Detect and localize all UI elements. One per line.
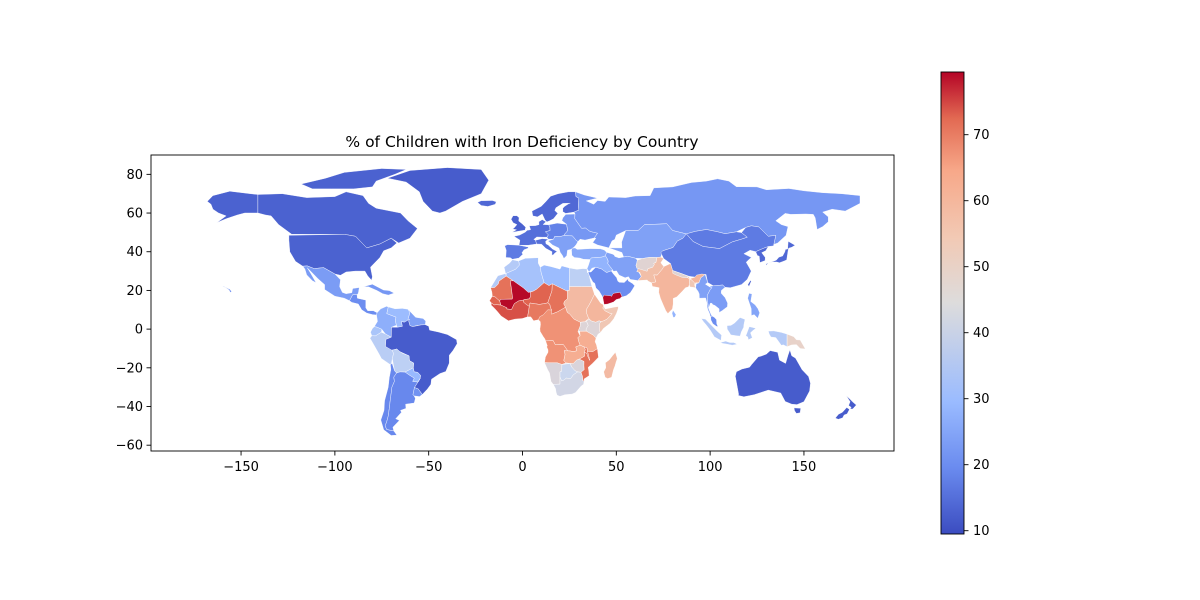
- country-italy: [535, 238, 558, 256]
- country-canadian-arctic-islands: [300, 168, 407, 190]
- country-papua: [768, 330, 788, 347]
- x-tick-label: −100: [317, 460, 353, 475]
- country-borneo: [726, 317, 746, 337]
- country-sri-lanka: [671, 310, 677, 318]
- country-malawi: [583, 346, 590, 361]
- x-tick-label: 100: [698, 460, 723, 475]
- country-japan: [765, 241, 796, 266]
- country-yemen: [602, 292, 623, 305]
- x-tick-label: −50: [415, 460, 442, 475]
- country-new-zealand-south: [835, 407, 850, 420]
- x-tick-label: 50: [608, 460, 625, 475]
- country-philippines: [747, 293, 760, 319]
- country-china: [660, 225, 776, 288]
- colorbar-tick-label: 40: [973, 326, 990, 341]
- map-plot-area: [207, 167, 861, 436]
- country-papua-new-guinea: [786, 333, 806, 350]
- colorbar: 10 20 30 40 50 60 70: [940, 71, 990, 539]
- country-british-isles: [510, 215, 526, 233]
- country-middle-east: [586, 255, 613, 273]
- x-tick-label: 0: [518, 460, 526, 475]
- colorbar-tick-label: 70: [973, 128, 990, 143]
- y-tick-label: 80: [126, 168, 143, 183]
- country-tasmania: [793, 407, 801, 414]
- country-korea: [755, 246, 769, 263]
- country-russia: [573, 178, 861, 249]
- country-western-europe: [513, 219, 551, 246]
- country-alaska: [207, 190, 259, 223]
- country-sulawesi: [745, 326, 757, 340]
- colorbar-tick-label: 50: [973, 260, 990, 275]
- x-tick-label: −150: [223, 460, 259, 475]
- country-australia: [735, 349, 811, 405]
- country-new-zealand: [846, 395, 857, 410]
- y-tick-label: 0: [135, 323, 143, 338]
- y-tick-label: 40: [126, 245, 143, 260]
- y-tick-label: 20: [126, 284, 143, 299]
- colorbar-tick-label: 60: [973, 194, 990, 209]
- country-mainland-southeast-asia: [707, 284, 728, 317]
- chart-title: % of Children with Iron Deficiency by Co…: [345, 133, 698, 151]
- country-south-africa: [553, 371, 585, 397]
- country-caribbean: [363, 284, 395, 296]
- x-tick-label: 150: [792, 460, 817, 475]
- country-java: [720, 340, 738, 346]
- country-madagascar: [603, 352, 618, 379]
- country-taiwan: [747, 280, 752, 287]
- colorbar-tick-label: 20: [973, 458, 990, 473]
- country-west-africa-coast: [491, 299, 530, 321]
- country-indonesia: [701, 318, 722, 341]
- country-guianas: [407, 309, 426, 327]
- colorbar-tick-label: 10: [973, 524, 990, 539]
- country-iceland: [477, 200, 497, 207]
- country-canada: [257, 191, 418, 249]
- x-axis: −150 −100 −50 0 50 100 150: [223, 451, 816, 475]
- country-nepal: [672, 270, 688, 278]
- country-argentina: [385, 371, 421, 432]
- y-tick-label: −60: [116, 439, 143, 454]
- country-uganda: [577, 320, 589, 332]
- colorbar-tick-label: 30: [973, 392, 990, 407]
- country-arabian-peninsula: [587, 267, 635, 305]
- country-greenland: [387, 167, 489, 214]
- y-tick-label: −40: [116, 400, 143, 415]
- country-iberia: [504, 244, 529, 260]
- country-hawaii: [222, 286, 232, 293]
- colorbar-gradient: [940, 71, 965, 535]
- country-malaysia: [710, 315, 719, 327]
- y-tick-label: 60: [126, 207, 143, 222]
- country-scandinavia: [531, 191, 579, 223]
- y-axis: −60 −40 −20 0 20 40 60 80: [116, 168, 151, 454]
- colorbar-ticks: 10 20 30 40 50 60 70: [964, 128, 990, 539]
- y-tick-label: −20: [116, 361, 143, 376]
- country-central-america: [349, 294, 378, 316]
- country-balkans: [547, 235, 579, 259]
